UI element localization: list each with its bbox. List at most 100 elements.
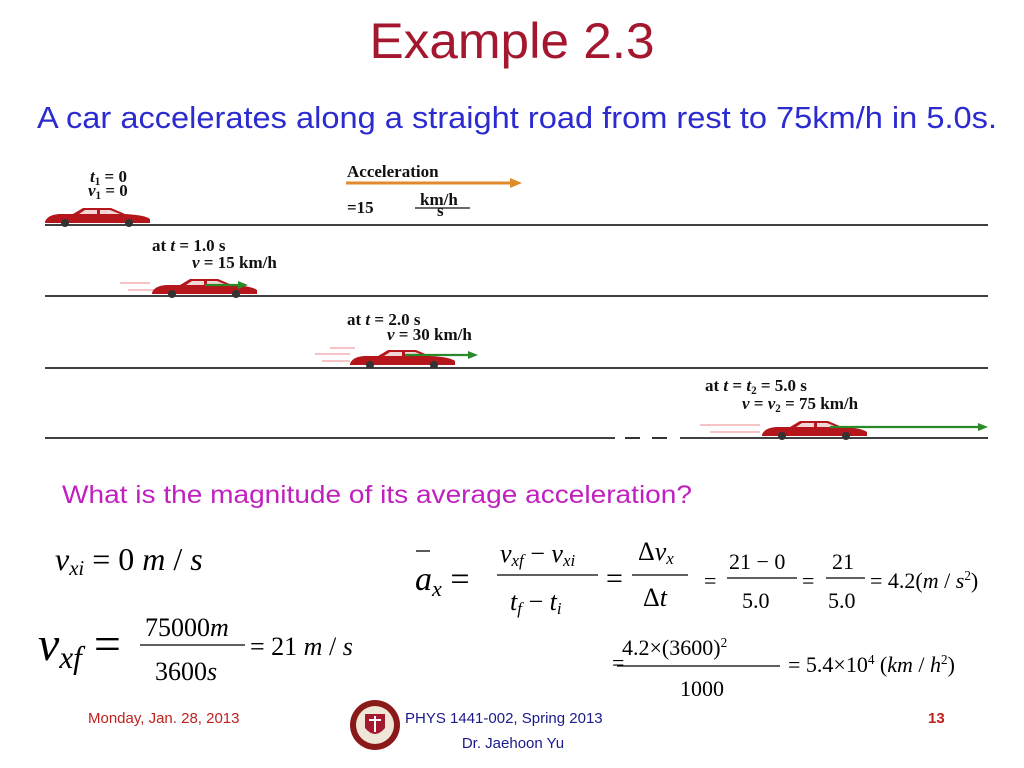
equation: ax =: [415, 561, 470, 601]
numerator: 21 − 0: [729, 549, 785, 574]
footer-course: PHYS 1441-002, Spring 2013: [405, 710, 603, 727]
text: = 5.4×10: [788, 652, 868, 677]
label: t1 = 0: [90, 167, 127, 188]
subscript: xf: [58, 640, 86, 675]
text: ): [948, 652, 955, 677]
equals: =: [612, 650, 624, 675]
page-number: 13: [928, 710, 945, 727]
label: km/h: [420, 190, 458, 209]
text: /: [322, 632, 342, 661]
text: at: [347, 310, 365, 329]
text: = 0: [101, 181, 128, 200]
denominator: 5.0: [828, 588, 856, 613]
text: 3600: [155, 657, 207, 686]
numerator: 4.2×(3600)2: [622, 635, 727, 660]
footer-instructor: Dr. Jaehoon Yu: [462, 735, 564, 752]
text: 75000: [145, 613, 210, 642]
symbol: m: [304, 632, 323, 661]
symbol: v: [500, 539, 512, 568]
text: ): [971, 568, 978, 593]
label: s: [437, 201, 444, 220]
equals: =: [606, 562, 623, 595]
text: at: [705, 376, 723, 395]
symbol: t: [170, 236, 176, 255]
symbol: km: [887, 652, 913, 677]
label: Acceleration: [347, 162, 439, 181]
text: /: [939, 568, 956, 593]
equals: =: [802, 568, 814, 593]
label: at t = 1.0 s: [152, 236, 226, 255]
subtitle: A car accelerates along a straight road …: [37, 100, 997, 135]
text: = 0: [84, 541, 142, 577]
text: /: [913, 652, 930, 677]
subscript: i: [557, 599, 562, 618]
label: v1 = 0: [88, 181, 128, 202]
symbol: v: [192, 253, 200, 272]
result: = 4.2(m / s2): [870, 568, 978, 593]
symbol: m: [210, 613, 229, 642]
label: at t = 2.0 s: [347, 310, 421, 329]
title: Example 2.3: [370, 13, 655, 69]
denominator: tf − ti: [510, 587, 562, 618]
denominator: 3600s: [155, 657, 217, 686]
superscript: 4: [868, 652, 875, 667]
acceleration-arrow: [346, 178, 522, 188]
footer-date: Monday, Jan. 28, 2013: [88, 710, 240, 727]
numerator: Δvx: [638, 537, 674, 568]
subscript: xi: [68, 557, 84, 580]
text: = 30 km/h: [395, 325, 473, 344]
numerator: vxf − vxi: [500, 539, 575, 570]
numerator: 21: [832, 549, 854, 574]
numerator: 75000m: [145, 613, 229, 642]
question: What is the magnitude of its average acc…: [62, 481, 692, 509]
subscript: 1: [95, 176, 101, 188]
subscript: 2: [751, 385, 757, 397]
velocity-arrows: [205, 281, 988, 431]
symbol: h: [930, 652, 941, 677]
symbol: v: [768, 394, 776, 413]
label: v = v2 = 75 km/h: [742, 394, 859, 415]
symbol: t: [510, 587, 518, 616]
symbol: v: [387, 325, 395, 344]
equals: =: [704, 568, 716, 593]
symbol: t: [90, 167, 96, 186]
subscript: xf: [511, 551, 526, 570]
symbol: v: [55, 541, 70, 577]
text: −: [522, 587, 550, 616]
denominator: 5.0: [742, 588, 770, 613]
text: = 2.0 s: [370, 310, 421, 329]
symbol: v: [38, 618, 60, 671]
symbol: a: [415, 561, 432, 598]
symbol: v: [88, 181, 96, 200]
car: [45, 208, 150, 227]
symbol: s: [343, 632, 353, 661]
symbol: m: [142, 541, 165, 577]
car: [762, 421, 867, 440]
figure: t1 = 0 v1 = 0 Acceleration =15 km/h s at…: [45, 162, 988, 440]
symbol: t: [550, 587, 558, 616]
symbol: s: [956, 568, 965, 593]
subscript: 1: [96, 190, 102, 202]
text: −: [524, 539, 552, 568]
symbol: t: [365, 310, 371, 329]
equation: vxf =: [38, 618, 121, 675]
text: Δ: [638, 537, 655, 566]
text: = 0: [100, 167, 127, 186]
text: (: [874, 652, 887, 677]
symbol: v: [551, 539, 563, 568]
subscript: 2: [775, 403, 781, 415]
label: v = 15 km/h: [192, 253, 277, 272]
symbol: t: [746, 376, 752, 395]
subscript: x: [431, 576, 442, 601]
text: = 21: [250, 632, 304, 661]
motion-lines: [120, 282, 760, 433]
text: =: [750, 394, 768, 413]
text: = 15 km/h: [200, 253, 278, 272]
text: =: [728, 376, 746, 395]
superscript: 2: [941, 652, 948, 667]
symbol: s: [190, 541, 202, 577]
text: 4.2×(3600): [622, 635, 721, 660]
text: /: [165, 541, 190, 577]
